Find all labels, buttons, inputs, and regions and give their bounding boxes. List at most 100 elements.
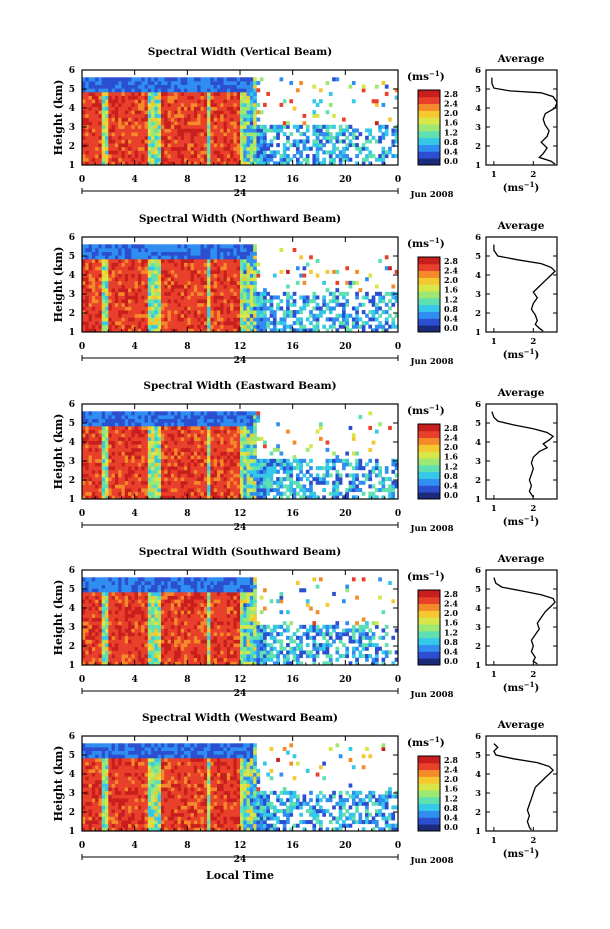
heatmap-cell — [85, 113, 89, 118]
heatmap-cell — [121, 321, 126, 326]
heatmap-cell — [187, 251, 192, 256]
heatmap-cell — [121, 154, 126, 159]
heatmap-cell — [216, 433, 221, 438]
heatmap-cell — [200, 280, 205, 285]
heatmap-cell — [131, 469, 136, 474]
heatmap-cell — [348, 139, 353, 144]
heatmap-cell — [177, 99, 182, 104]
heatmap-cell — [190, 418, 195, 423]
heatmap-cell — [226, 313, 231, 318]
heatmap-cell — [289, 488, 294, 493]
heatmap-cell — [193, 414, 198, 420]
heatmap-cell — [147, 444, 152, 449]
heatmap-cell — [200, 302, 205, 307]
heatmap-cell — [249, 150, 254, 155]
heatmap-cell — [233, 117, 238, 122]
heatmap-cell — [124, 255, 129, 260]
heatmap-cell — [170, 154, 175, 159]
heatmap-cell — [240, 258, 244, 263]
heatmap-cell — [137, 495, 142, 500]
heatmap-cell — [170, 458, 175, 463]
heatmap-cell — [325, 462, 330, 467]
heatmap-cell — [101, 291, 106, 296]
heatmap-cell — [292, 440, 297, 445]
heatmap-cell — [249, 447, 254, 452]
heatmap-cell — [111, 132, 116, 137]
heatmap-cell — [236, 157, 241, 162]
heatmap-cell — [174, 425, 178, 430]
heatmap-cell — [177, 150, 182, 155]
heatmap-cell — [134, 266, 139, 271]
heatmap-cell — [161, 80, 165, 86]
heatmap-cell — [174, 132, 178, 137]
heatmap-cell — [223, 91, 228, 96]
heatmap-cell — [91, 277, 96, 282]
heatmap-cell — [184, 313, 188, 318]
heatmap-cell — [85, 266, 89, 271]
heatmap-cell — [292, 466, 297, 471]
heatmap-cell — [210, 306, 215, 311]
heatmap-cell — [190, 121, 195, 126]
heatmap-cell — [91, 458, 96, 463]
day-label: 24 — [234, 189, 247, 199]
heatmap-cell — [272, 462, 277, 467]
heatmap-cell — [213, 317, 218, 322]
heatmap-cell — [207, 143, 211, 148]
heatmap-cell — [121, 447, 126, 452]
heatmap-cell — [137, 161, 142, 166]
heatmap-cell — [256, 157, 261, 162]
heatmap-cell — [157, 280, 162, 285]
heatmap-cell — [111, 84, 116, 89]
heatmap-cell — [151, 440, 155, 445]
heatmap-cell — [91, 313, 96, 318]
heatmap-cell — [108, 324, 113, 329]
heatmap-cell — [289, 484, 294, 489]
heatmap-cell — [207, 313, 211, 318]
heatmap-cell — [111, 313, 116, 318]
heatmap-cell — [147, 317, 152, 322]
heatmap-cell — [151, 117, 155, 122]
heatmap-cell — [151, 411, 155, 416]
heatmap-cell — [88, 117, 93, 122]
heatmap-cell — [266, 491, 271, 496]
heatmap-cell — [253, 324, 257, 329]
heatmap-cell — [292, 143, 297, 148]
heatmap-cell — [82, 473, 86, 478]
heatmap-cell — [161, 269, 165, 274]
heatmap-cell — [200, 124, 205, 129]
heatmap-cell — [144, 124, 149, 129]
heatmap-cell — [177, 251, 182, 256]
heatmap-cell — [230, 251, 234, 256]
heatmap-cell — [91, 462, 96, 467]
heatmap-cell — [180, 251, 185, 256]
heatmap-cell — [174, 411, 178, 416]
heatmap-cell — [105, 277, 109, 282]
heatmap-cell — [263, 302, 267, 307]
heatmap-cell — [164, 110, 168, 115]
heatmap-cell — [147, 102, 152, 107]
heatmap-cell — [220, 433, 224, 438]
heatmap-cell — [325, 139, 330, 144]
heatmap-cell — [240, 146, 244, 151]
heatmap-cell — [128, 433, 132, 438]
heatmap-cell — [134, 273, 139, 278]
heatmap-cell — [325, 128, 330, 133]
heatmap-cell — [95, 157, 99, 162]
heatmap-cell — [161, 473, 165, 478]
heatmap-cell — [240, 440, 244, 445]
heatmap-cell — [263, 324, 267, 329]
heatmap-cell — [233, 269, 238, 274]
heatmap-cell — [249, 269, 254, 274]
heatmap-cell — [174, 99, 178, 104]
heatmap-cell — [240, 491, 244, 496]
heatmap-cell — [137, 84, 142, 89]
heatmap-cell — [131, 440, 136, 445]
heatmap-cell — [98, 284, 103, 289]
heatmap-cell — [131, 80, 136, 86]
heatmap-cell — [137, 288, 142, 293]
heatmap-cell — [180, 436, 185, 441]
heatmap-cell — [180, 77, 185, 82]
heatmap-cell — [114, 247, 119, 253]
heatmap-cell — [180, 440, 185, 445]
heatmap-cell — [114, 444, 119, 449]
